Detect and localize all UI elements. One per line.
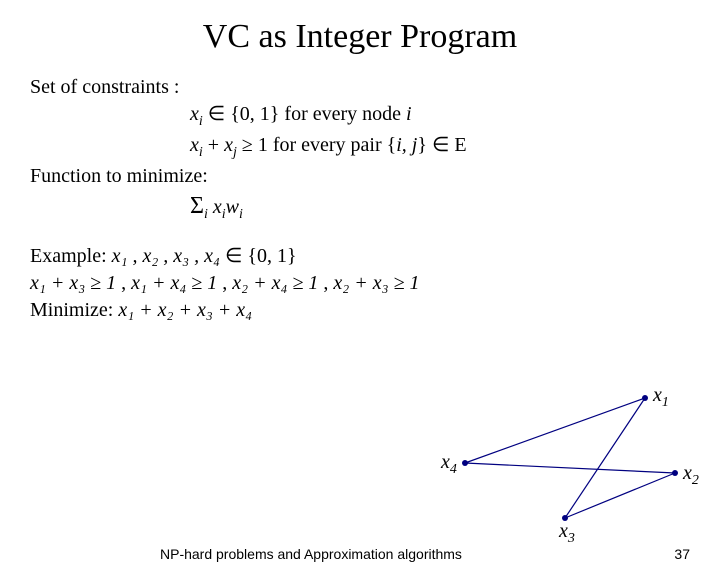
graph-edge xyxy=(465,398,645,463)
example-line-2: x₁ + x₃ ≥ 1 , x₁ + x₄ ≥ 1 , x₂ + x₄ ≥ 1 … xyxy=(30,270,690,297)
ex-vars: x₁ , x₂ , x₃ , x₄ xyxy=(112,245,220,267)
graph-node xyxy=(462,460,468,466)
constraint-line-1: xi ∈ {0, 1} for every node i xyxy=(190,101,690,132)
c1-mid: ∈ {0, 1} for every node xyxy=(203,103,406,125)
sum-wi: i xyxy=(239,207,243,222)
ex-in: ∈ {0, 1} xyxy=(220,245,297,267)
constraint-line-2: xi + xj ≥ 1 for every pair {i, j} ∈ E xyxy=(190,132,690,163)
graph-edge xyxy=(565,398,645,518)
pair3: x₂ + x₄ ≥ 1 xyxy=(232,272,318,294)
c1-x: x xyxy=(190,103,199,125)
sum-w: w xyxy=(226,196,239,218)
footer-text: NP-hard problems and Approximation algor… xyxy=(160,546,462,562)
graph-node-label: x2 xyxy=(683,462,699,489)
sep2: , xyxy=(217,272,232,294)
example-block: Example: x₁ , x₂ , x₃ , x₄ ∈ {0, 1} x₁ +… xyxy=(30,243,690,324)
min-prefix: Minimize: xyxy=(30,299,118,321)
pair2: x₁ + x₄ ≥ 1 xyxy=(131,272,217,294)
page-number: 37 xyxy=(674,546,690,562)
sep3: , xyxy=(318,272,333,294)
pair1: x₁ + x₃ ≥ 1 xyxy=(30,272,116,294)
objective-line: Σi xiwi xyxy=(190,190,690,225)
graph-edge xyxy=(565,473,675,518)
c2-xb: x xyxy=(224,134,233,156)
graph-node-label: x3 xyxy=(559,520,575,547)
graph-node xyxy=(672,470,678,476)
c1-suf: i xyxy=(406,103,412,125)
example-line-3: Minimize: x₁ + x₂ + x₃ + x₄ xyxy=(30,297,690,324)
graph-node xyxy=(642,395,648,401)
c2-xa: x xyxy=(190,134,199,156)
constraints-heading: Set of constraints : xyxy=(30,74,690,101)
page-title: VC as Integer Program xyxy=(0,18,720,56)
example-line-1: Example: x₁ , x₂ , x₃ , x₄ ∈ {0, 1} xyxy=(30,243,690,270)
c2-plus: + xyxy=(203,134,224,156)
sigma: Σ xyxy=(190,193,204,219)
function-heading: Function to minimize: xyxy=(30,163,690,190)
content-block: Set of constraints : x i ∈ {0, 1} for eve… xyxy=(0,74,720,324)
ex-prefix: Example: xyxy=(30,245,112,267)
graph-edge xyxy=(465,463,675,473)
pair4: x₂ + x₃ ≥ 1 xyxy=(333,272,419,294)
sep1: , xyxy=(116,272,131,294)
graph-diagram: x1 x2 x3 x4 xyxy=(435,378,705,548)
min-expr: x₁ + x₂ + x₃ + x₄ xyxy=(118,299,252,321)
sum-x: x xyxy=(208,196,222,218)
c2-ij: i, j xyxy=(396,134,417,156)
graph-node-label: x4 xyxy=(441,451,457,478)
c2-mid: ≥ 1 for every pair { xyxy=(237,134,396,156)
c2-end: } ∈ E xyxy=(417,134,466,156)
graph-node-label: x1 xyxy=(653,384,669,411)
